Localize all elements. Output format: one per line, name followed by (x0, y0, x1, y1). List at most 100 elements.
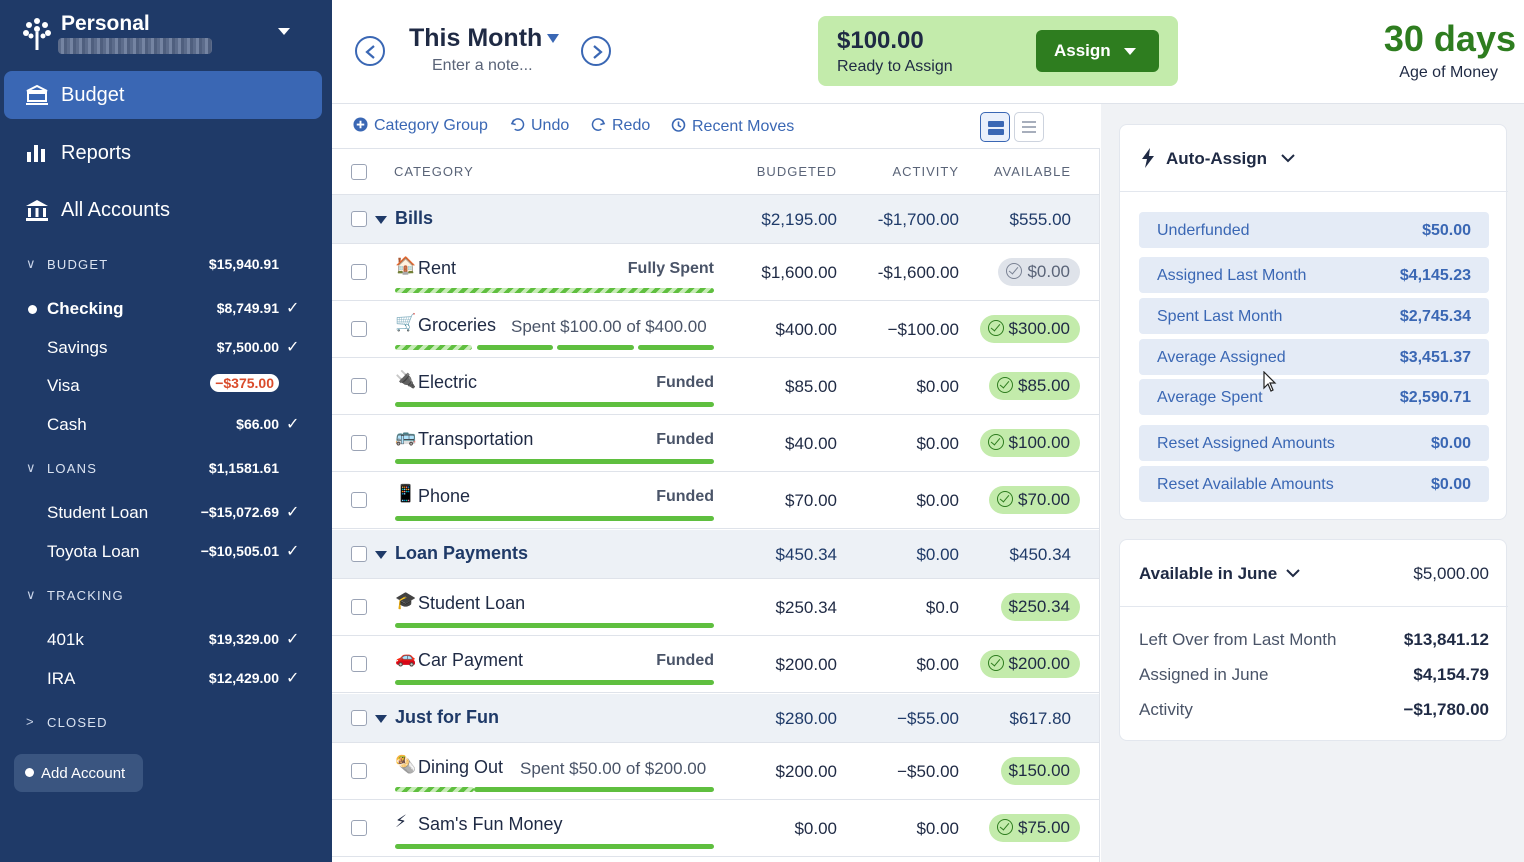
available-pill[interactable]: $250.34 (1000, 593, 1080, 621)
chevron-down-icon: ∨ (26, 256, 36, 271)
account-ira[interactable]: IRA $12,429.00 ✓ (47, 669, 300, 688)
account-401k[interactable]: 401k $19,329.00 ✓ (47, 630, 300, 649)
caret-down-icon[interactable] (375, 551, 387, 559)
row-checkbox[interactable] (351, 264, 367, 280)
category-row[interactable]: 🌯 Dining Out Spent $50.00 of $200.00 $20… (332, 743, 1099, 800)
available-pill[interactable]: $200.00 (979, 650, 1080, 678)
available-pill[interactable]: $75.00 (989, 814, 1080, 842)
progress-bar (395, 623, 714, 628)
month-activity: Activity −$1,780.00 (1139, 700, 1489, 719)
row-checkbox[interactable] (351, 710, 367, 726)
row-checkbox[interactable] (351, 763, 367, 779)
row-checkbox[interactable] (351, 656, 367, 672)
auto-assign-spent-last-month[interactable]: Spent Last Month $2,745.34 (1139, 298, 1489, 334)
account-savings[interactable]: Savings $7,500.00 ✓ (47, 338, 300, 357)
undo-button[interactable]: Undo (510, 117, 569, 135)
check-icon: ✓ (286, 631, 300, 648)
category-status: Funded (656, 488, 714, 505)
available-pill[interactable]: $100.00 (979, 429, 1080, 457)
recent-moves-button[interactable]: Recent Moves (670, 117, 794, 136)
category-row[interactable]: 🛒 Groceries Spent $100.00 of $400.00 $40… (332, 301, 1099, 358)
category-status: Spent $100.00 of $400.00 (511, 317, 707, 336)
account-student-loan[interactable]: Student Loan −$15,072.69 ✓ (47, 503, 300, 522)
category-row[interactable]: 🏠 Rent Fully Spent $1,600.00 -$1,600.00 … (332, 244, 1099, 301)
row-checkbox[interactable] (351, 211, 367, 227)
account-cash[interactable]: Cash $66.00 ✓ (47, 415, 300, 434)
account-checking[interactable]: Checking $8,749.91 ✓ (0, 296, 332, 322)
auto-assign-average-spent[interactable]: Average Spent $2,590.71 (1139, 379, 1489, 415)
check-icon: ✓ (286, 670, 300, 687)
select-all-checkbox[interactable] (351, 164, 367, 180)
nav-all-accounts-label: All Accounts (61, 198, 170, 221)
budget-header: This Month Enter a note... $100.00 Ready… (332, 0, 1524, 104)
lightning-icon: ⚡ (395, 812, 407, 831)
row-checkbox[interactable] (351, 599, 367, 615)
auto-assign-average-assigned[interactable]: Average Assigned $3,451.37 (1139, 339, 1489, 375)
previous-month-button[interactable] (355, 36, 385, 66)
chevron-down-icon: ∨ (26, 460, 36, 475)
group-budget[interactable]: ∨ BUDGET $15,940.91 (26, 256, 279, 272)
caret-down-icon[interactable] (375, 216, 387, 224)
account-visa[interactable]: Visa −$375.00 (0, 373, 332, 399)
caret-down-icon[interactable] (375, 715, 387, 723)
category-row[interactable]: 🚗 Car Payment Funded $200.00 $0.00 $200.… (332, 636, 1099, 693)
row-checkbox[interactable] (351, 546, 367, 562)
row-checkbox[interactable] (351, 492, 367, 508)
category-group-row[interactable]: Just for Fun $280.00 −$55.00 $617.80 (332, 694, 1099, 743)
row-checkbox[interactable] (351, 321, 367, 337)
auto-assign-assigned-last-month[interactable]: Assigned Last Month $4,145.23 (1139, 257, 1489, 293)
progress-bar (395, 459, 714, 464)
next-month-button[interactable] (581, 36, 611, 66)
check-icon: ✓ (286, 300, 300, 317)
available-pill[interactable]: $0.00 (998, 258, 1080, 286)
redo-button[interactable]: Redo (591, 117, 650, 135)
category-row[interactable]: 🎓 Student Loan $250.34 $0.0 $250.34 (332, 579, 1099, 636)
auto-assign-underfunded[interactable]: Underfunded $50.00 (1139, 212, 1489, 248)
chevron-right-icon (593, 45, 603, 59)
row-checkbox[interactable] (351, 435, 367, 451)
budget-switcher[interactable]: Personal (22, 12, 312, 58)
nav-reports[interactable]: Reports (4, 129, 322, 177)
category-row[interactable]: ⚡ Sam's Fun Money $0.00 $0.00 $75.00 (332, 800, 1099, 857)
expanded-view-toggle[interactable] (980, 112, 1010, 142)
reset-available-amounts[interactable]: Reset Available Amounts $0.00 (1139, 466, 1489, 502)
category-row[interactable]: 🔌 Electric Funded $85.00 $0.00 $85.00 (332, 358, 1099, 415)
category-group-row[interactable]: Loan Payments $450.34 $0.00 $450.34 (332, 530, 1099, 579)
chevron-right-icon: > (26, 714, 34, 729)
chevron-down-icon (1281, 154, 1295, 163)
row-checkbox[interactable] (351, 378, 367, 394)
available-pill[interactable]: $300.00 (979, 315, 1080, 343)
available-pill[interactable]: $150.00 (1000, 757, 1080, 785)
group-closed[interactable]: > CLOSED (26, 714, 108, 730)
check-circle-icon (997, 491, 1013, 507)
category-row[interactable]: 🚌 Transportation Funded $40.00 $0.00 $10… (332, 415, 1099, 472)
caret-down-icon[interactable] (547, 34, 559, 43)
chevron-left-icon (365, 45, 375, 59)
category-group-row[interactable]: Bills $2,195.00 -$1,700.00 $555.00 (332, 195, 1099, 244)
row-checkbox[interactable] (351, 820, 367, 836)
available-in-month-header[interactable]: Available in June $5,000.00 (1120, 540, 1508, 607)
group-tracking[interactable]: ∨ TRACKING (26, 587, 124, 603)
inspector-panel: Auto-Assign Underfunded $50.00 Assigned L… (1101, 104, 1524, 862)
assign-button[interactable]: Assign (1036, 30, 1159, 72)
available-pill[interactable]: $70.00 (989, 486, 1080, 514)
reset-assigned-amounts[interactable]: Reset Assigned Amounts $0.00 (1139, 425, 1489, 461)
month-selector[interactable]: This Month (409, 24, 543, 52)
account-toyota-loan[interactable]: Toyota Loan −$10,505.01 ✓ (47, 542, 300, 561)
nav-budget-label: Budget (61, 83, 125, 106)
nav-all-accounts[interactable]: All Accounts (4, 186, 322, 234)
group-loans-total: $1,1581.61 (208, 460, 279, 476)
group-loans[interactable]: ∨ LOANS $1,1581.61 (26, 460, 279, 476)
nav-budget[interactable]: Budget (4, 71, 322, 119)
month-note-input[interactable]: Enter a note... (432, 57, 533, 74)
category-row[interactable]: 📱 Phone Funded $70.00 $0.00 $70.00 (332, 472, 1099, 529)
progress-bar (395, 402, 714, 407)
available-pill[interactable]: $85.00 (989, 372, 1080, 400)
add-account-button[interactable]: Add Account (14, 754, 143, 792)
auto-assign-header[interactable]: Auto-Assign (1120, 125, 1508, 192)
add-category-group-button[interactable]: Category Group (353, 117, 488, 135)
tree-logo-icon (23, 18, 51, 50)
plug-icon: 🔌 (395, 370, 417, 389)
check-circle-icon (997, 819, 1013, 835)
compact-view-toggle[interactable] (1014, 112, 1044, 142)
